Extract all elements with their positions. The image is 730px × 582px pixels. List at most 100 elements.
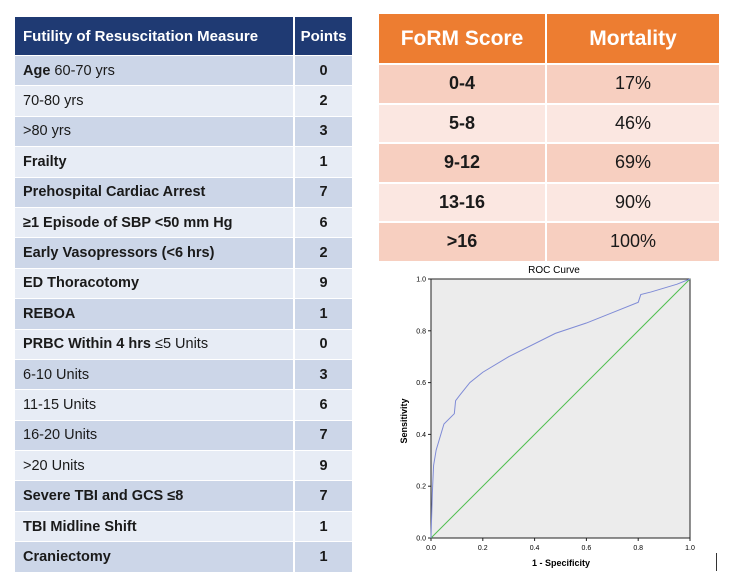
table-row: TBI Midline Shift 1 (15, 510, 352, 542)
points-cell: 6 (295, 206, 352, 238)
table-row: 70-80 yrs 2 (15, 85, 352, 116)
x-tick-label: 0.8 (633, 545, 643, 552)
mortality-cell: 17% (547, 63, 719, 103)
points-cell: 6 (295, 389, 352, 420)
measure-cell: Frailty (15, 146, 295, 177)
measure-cell: 16-20 Units (15, 419, 295, 451)
points-cell: 3 (295, 115, 352, 147)
roc-curve-line (430, 278, 691, 539)
measure-cell: 11-15 Units (15, 389, 295, 420)
measure-label-bold: Early Vasopressors (<6 hrs) (23, 245, 215, 262)
points-cell: 1 (295, 541, 352, 572)
measure-table-body: Age 60-70 yrs 0 70-80 yrs 2 >80 yrs 3 Frailty 1… (15, 55, 352, 572)
points-cell: 1 (295, 298, 352, 329)
y-tick-label: 0.0 (416, 536, 426, 543)
table-row: REBOA 1 (15, 298, 352, 329)
measure-label-bold: PRBC Within 4 hrs (23, 336, 151, 353)
measure-label: ≤5 Units (150, 336, 209, 353)
mortality-cell: 90% (547, 181, 719, 221)
points-cell: 0 (295, 328, 352, 359)
form-table-body: 0-4 17% 5-8 46% 9-12 69% 13-16 90% >16 100% (379, 63, 719, 261)
measure-cell: Craniectomy (15, 541, 295, 572)
measure-cell: Severe TBI and GCS ≤8 (15, 480, 295, 511)
measure-cell: Prehospital Cardiac Arrest (15, 176, 295, 207)
table-row: Age 60-70 yrs 0 (15, 55, 352, 86)
points-cell: 2 (295, 237, 352, 268)
measure-cell: Age 60-70 yrs (15, 55, 295, 86)
measure-cell: Early Vasopressors (<6 hrs) (15, 237, 295, 268)
table-row: 9-12 69% (379, 142, 719, 182)
form-score-cell: 5-8 (379, 102, 547, 142)
points-cell: 1 (295, 510, 352, 542)
measure-label-bold: Age (23, 62, 51, 79)
points-cell: 7 (295, 176, 352, 207)
measure-cell: >80 yrs (15, 115, 295, 147)
measure-label-bold: TBI Midline Shift (23, 518, 137, 535)
measure-label: 70-80 yrs (23, 93, 84, 110)
table-row: 6-10 Units 3 (15, 358, 352, 390)
measure-label-bold: Severe TBI and GCS ≤8 (23, 488, 184, 505)
table-row: 11-15 Units 6 (15, 389, 352, 420)
y-tick-label: 1.0 (416, 277, 426, 284)
table-row: ED Thoracotomy 9 (15, 267, 352, 299)
table-row: >16 100% (379, 221, 719, 261)
y-tick-label: 0.8 (416, 328, 426, 335)
x-tick-label: 0.0 (426, 545, 436, 552)
mortality-cell: 100% (547, 221, 719, 261)
points-cell: 2 (295, 85, 352, 116)
table-row: Severe TBI and GCS ≤8 7 (15, 480, 352, 511)
chart-title: ROC Curve (528, 265, 580, 276)
x-tick-label: 0.2 (478, 545, 488, 552)
axis-ticks: 0.00.0 0.2 0.2 0.4 0.4 0.6 0.6 0.8 0.8 1.0 1.0 (416, 277, 695, 553)
measure-label: 11-15 Units (23, 396, 97, 413)
form-table-header: FoRM Score Mortality (379, 14, 719, 63)
measure-cell: TBI Midline Shift (15, 510, 295, 542)
x-axis-label: 1 - Specificity (532, 558, 590, 568)
measure-label-bold: ≥1 Episode of SBP <50 mm Hg (23, 214, 233, 231)
series-group (430, 278, 691, 539)
x-tick-label: 0.4 (530, 545, 540, 552)
points-cell: 0 (295, 55, 352, 86)
measure-cell: 70-80 yrs (15, 85, 295, 116)
form-score-column-header: FoRM Score (379, 14, 547, 63)
points-cell: 9 (295, 267, 352, 299)
measure-cell: ED Thoracotomy (15, 267, 295, 299)
points-column-header: Points (295, 17, 352, 55)
x-tick-label: 1.0 (685, 545, 695, 552)
measure-cell: ≥1 Episode of SBP <50 mm Hg (15, 206, 295, 238)
form-score-mortality-table: FoRM Score Mortality 0-4 17% 5-8 46% 9-12 69%… (379, 14, 719, 261)
measure-label-bold: ED Thoracotomy (23, 275, 140, 292)
measure-label: 60-70 yrs (50, 62, 115, 79)
measure-label: 6-10 Units (23, 366, 90, 383)
table-row: ≥1 Episode of SBP <50 mm Hg 6 (15, 206, 352, 238)
y-tick-label: 0.2 (416, 484, 426, 491)
points-cell: 1 (295, 146, 352, 177)
points-cell: 7 (295, 419, 352, 451)
roc-curve-chart: ROC Curve 0.00.0 0.2 0.2 0.4 0.4 0.6 0.6 0.8 0.8… (399, 265, 695, 568)
table-row: PRBC Within 4 hrs ≤5 Units 0 (15, 328, 352, 359)
mortality-cell: 69% (547, 142, 719, 182)
text-cursor (716, 553, 717, 571)
table-row: Craniectomy 1 (15, 541, 352, 572)
form-score-cell: >16 (379, 221, 547, 261)
table-row: Early Vasopressors (<6 hrs) 2 (15, 237, 352, 268)
points-cell: 9 (295, 450, 352, 481)
points-cell: 3 (295, 358, 352, 390)
form-score-cell: 13-16 (379, 181, 547, 221)
measure-label: 16-20 Units (23, 427, 98, 444)
points-cell: 7 (295, 480, 352, 511)
measure-label-bold: REBOA (23, 305, 76, 322)
measure-label-bold: Craniectomy (23, 548, 111, 565)
table-row: >20 Units 9 (15, 450, 352, 481)
y-axis-label: Sensitivity (399, 398, 409, 443)
table-row: 16-20 Units 7 (15, 419, 352, 451)
mortality-column-header: Mortality (547, 14, 719, 63)
table-row: >80 yrs 3 (15, 115, 352, 147)
reference-diagonal-line (430, 278, 691, 539)
measure-cell: PRBC Within 4 hrs ≤5 Units (15, 328, 295, 359)
form-score-cell: 9-12 (379, 142, 547, 182)
y-tick-label: 0.6 (416, 380, 426, 387)
measure-label-bold: Frailty (23, 153, 67, 170)
measure-column-header: Futility of Resuscitation Measure (15, 17, 295, 55)
x-tick-label: 0.6 (582, 545, 592, 552)
